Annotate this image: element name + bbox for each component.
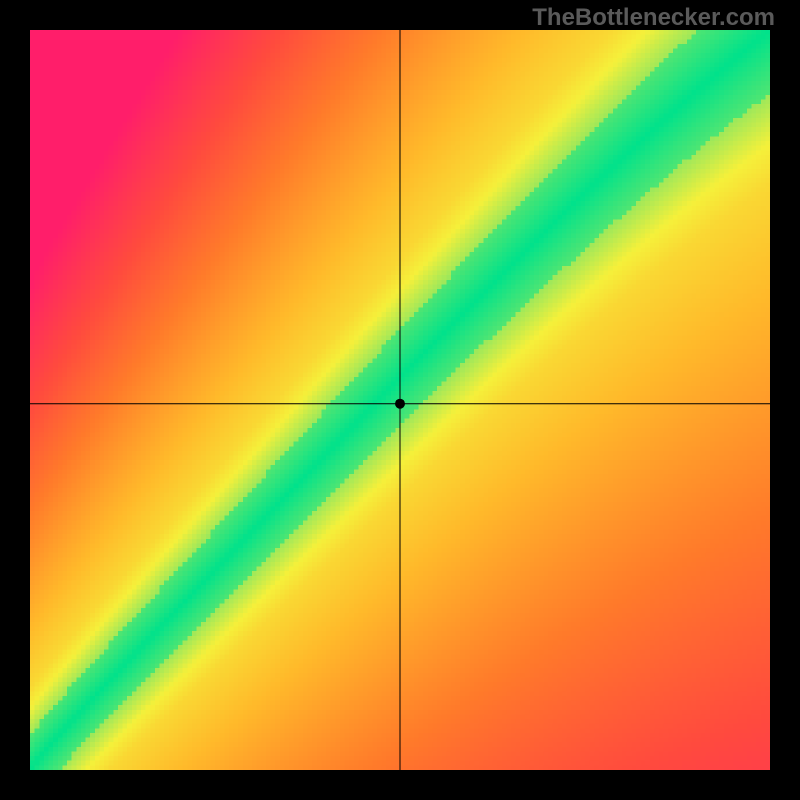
bottleneck-heatmap — [30, 30, 770, 770]
chart-container: TheBottlenecker.com — [0, 0, 800, 800]
watermark-text: TheBottlenecker.com — [532, 4, 775, 32]
